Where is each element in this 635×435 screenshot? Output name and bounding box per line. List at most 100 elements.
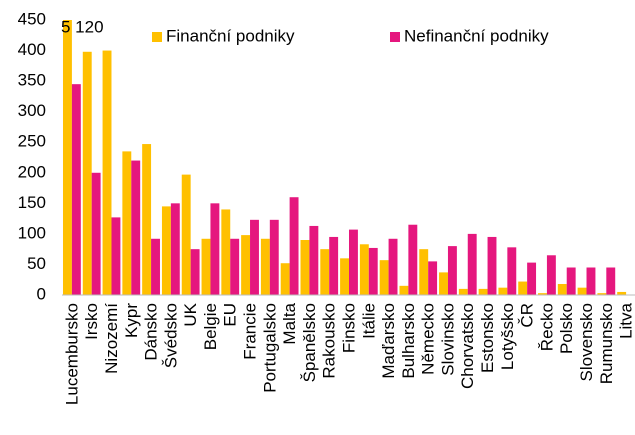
bar [181, 174, 191, 295]
x-tick-label: Finsko [339, 303, 358, 353]
bar [498, 287, 508, 295]
x-tick-label: Slovensko [577, 303, 596, 381]
bar [368, 247, 378, 295]
y-tick-label: 350 [18, 71, 46, 90]
x-tick-label: Rakousko [320, 303, 339, 379]
bar [408, 224, 418, 295]
x-tick-label: ČR [518, 303, 537, 328]
bar [458, 288, 468, 295]
y-tick-label: 250 [18, 132, 46, 151]
legend-swatch [152, 32, 162, 42]
x-tick-label: Polsko [557, 303, 576, 354]
bar [71, 84, 81, 296]
y-tick-label: 50 [27, 254, 46, 273]
y-tick-label: 0 [37, 284, 46, 303]
bar [280, 263, 290, 295]
bar [241, 235, 251, 295]
bar [309, 225, 319, 295]
data-label: 5 120 [61, 17, 104, 36]
bar [329, 236, 339, 295]
bar [151, 238, 160, 295]
bar [300, 240, 310, 295]
bar [349, 229, 358, 295]
bar [269, 219, 279, 295]
bar [320, 249, 330, 295]
bar [201, 238, 211, 295]
bar [538, 293, 547, 295]
y-tick-label: 100 [18, 223, 46, 242]
bar [62, 20, 72, 295]
x-tick-label: Estonsko [478, 303, 497, 373]
x-tick-label: EU [221, 303, 240, 327]
bar [289, 197, 299, 295]
y-tick-label: 400 [18, 40, 46, 59]
legend-label: Finanční podniky [166, 26, 295, 45]
x-tick-label: Lotyšsko [498, 303, 517, 370]
x-tick-label: Lucembursko [62, 303, 81, 405]
x-tick-label: Slovinsko [438, 303, 457, 376]
bar [340, 258, 349, 295]
bar [131, 160, 141, 295]
x-tick-label: Malta [280, 302, 299, 344]
x-tick-label: Švédsko [161, 303, 180, 368]
x-tick-label: Belgie [201, 303, 220, 350]
bar [428, 261, 438, 295]
bar [359, 244, 369, 295]
x-tick-label: Chorvatsko [458, 303, 477, 389]
bar [210, 203, 220, 295]
y-tick-label: 200 [18, 162, 46, 181]
plot-area [62, 20, 627, 296]
bar [546, 255, 556, 295]
bar [230, 238, 240, 295]
bar [91, 172, 101, 295]
bar [577, 287, 587, 295]
bar [388, 238, 398, 295]
x-tick-label: Řecko [537, 303, 556, 351]
x-tick-label: Bulharsko [399, 303, 418, 379]
bar [518, 281, 528, 295]
bar [557, 284, 567, 295]
x-tick-label: Německo [419, 303, 438, 375]
bar [527, 262, 537, 295]
legend-swatch [390, 32, 400, 42]
x-tick-label: Španělsko [300, 303, 319, 382]
bar [82, 51, 92, 296]
bar [507, 247, 517, 295]
x-tick-label: Itálie [359, 303, 378, 339]
y-tick-label: 450 [18, 9, 46, 28]
x-tick-label: Francie [241, 303, 260, 360]
x-tick-label: Kypr [122, 303, 141, 338]
bar [617, 291, 627, 295]
bar [111, 217, 121, 295]
x-tick-label: Dánsko [142, 303, 161, 361]
bar [102, 50, 112, 295]
x-tick-label: Maďarsko [379, 303, 398, 379]
bar [221, 209, 231, 295]
bar [170, 203, 180, 295]
bar [379, 260, 389, 295]
bar [399, 285, 409, 295]
x-tick-label: Litva [617, 302, 635, 338]
bar [586, 267, 596, 295]
bar [250, 219, 259, 295]
bar [419, 249, 429, 295]
bar [142, 144, 152, 295]
bar [606, 267, 616, 295]
bar [439, 272, 448, 295]
x-tick-label: Rumunsko [597, 303, 616, 384]
x-tick-label: UK [181, 302, 200, 326]
legend-label: Nefinanční podniky [404, 26, 549, 45]
bar [566, 267, 576, 295]
bar [122, 151, 132, 295]
x-tick-label: Irsko [82, 303, 101, 340]
bar [467, 233, 477, 295]
bar [190, 249, 200, 295]
bar [161, 206, 171, 295]
bar [487, 236, 497, 295]
bar [260, 238, 270, 295]
x-tick-label: Nizozemí [102, 303, 121, 374]
y-tick-label: 150 [18, 193, 46, 212]
y-tick-label: 300 [18, 101, 46, 120]
bar [478, 288, 488, 295]
